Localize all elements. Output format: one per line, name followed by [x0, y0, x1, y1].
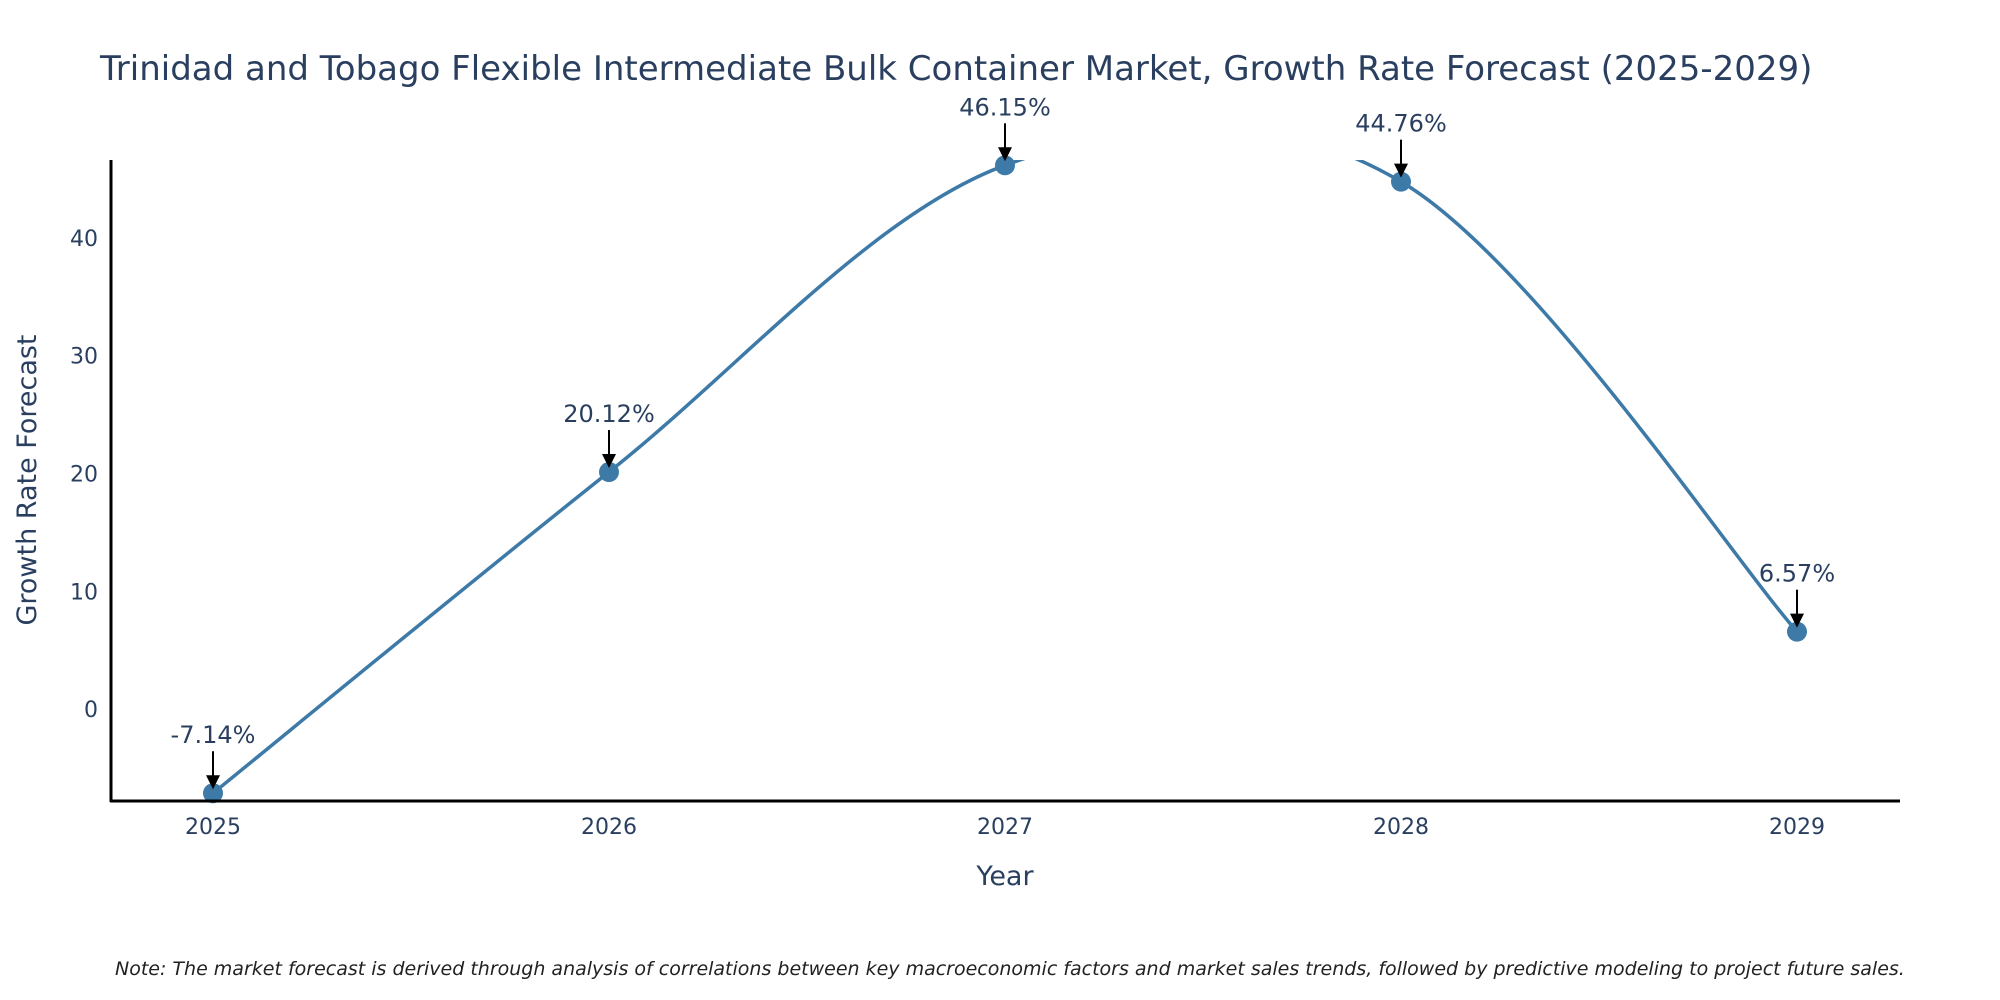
annotation-arrow-head [1394, 163, 1408, 178]
y-tick-20: 20 [70, 462, 98, 487]
annotation-arrow-head [206, 775, 220, 790]
x-tick-2027: 2027 [977, 815, 1033, 840]
annotation-2028: 44.76% [1355, 110, 1447, 178]
annotation-2029: 6.57% [1759, 560, 1835, 628]
annotation-2025: -7.14% [171, 721, 256, 790]
annotation-2027: 46.15% [959, 93, 1051, 162]
y-tick-30: 30 [70, 345, 98, 370]
footnote: Note: The market forecast is derived thr… [115, 958, 1905, 980]
data-point-2029 [1787, 621, 1807, 642]
annotation-arrow-head [602, 454, 616, 469]
y-tick-40: 40 [70, 227, 98, 252]
data-point-2028 [1391, 171, 1411, 192]
data-point-2025 [203, 783, 223, 804]
data-label-2027: 46.15% [959, 93, 1051, 121]
data-label-2029: 6.57% [1759, 560, 1835, 588]
annotations-layer: -7.14% 20.12% 46.15% 44.76% 6.57% [171, 93, 1835, 790]
annotation-arrow-head [1790, 613, 1804, 628]
y-tick-0: 0 [84, 698, 98, 723]
x-axis-title: Year [975, 861, 1034, 892]
x-tick-2025: 2025 [185, 815, 241, 840]
x-tick-2026: 2026 [581, 815, 637, 840]
data-label-2028: 44.76% [1355, 110, 1447, 138]
annotation-arrow-head [998, 147, 1012, 162]
series-layer [211, 160, 1799, 795]
series-line [211, 160, 1799, 795]
chart-title: Trinidad and Tobago Flexible Intermediat… [99, 49, 1812, 89]
y-tick-labels: 0 10 20 30 40 [70, 227, 98, 723]
y-tick-10: 10 [70, 580, 98, 605]
x-tick-labels: 2025 2026 2027 2028 2029 [185, 815, 1825, 840]
x-tick-2029: 2029 [1769, 815, 1825, 840]
data-label-2025: -7.14% [171, 721, 256, 749]
data-point-2027 [995, 155, 1015, 176]
annotation-2026: 20.12% [563, 400, 655, 469]
markers-layer [203, 155, 1807, 804]
data-point-2026 [599, 462, 619, 483]
y-axis-title: Growth Rate Forecast [12, 334, 43, 625]
x-tick-2028: 2028 [1373, 815, 1429, 840]
data-label-2026: 20.12% [563, 400, 655, 428]
